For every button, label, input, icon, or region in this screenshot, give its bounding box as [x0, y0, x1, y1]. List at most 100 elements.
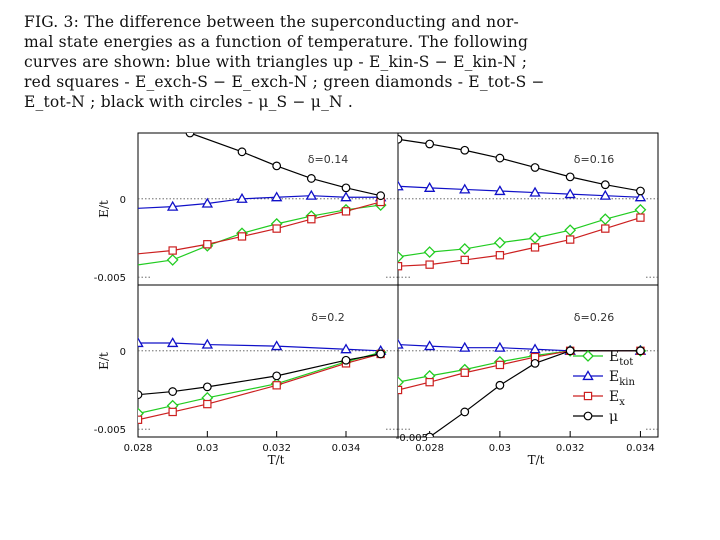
- data-point-e-tot: [398, 376, 404, 389]
- data-point-mu: [376, 349, 386, 359]
- data-point-mu: [398, 134, 403, 144]
- panel-top-left: 0 -0.005 E/t δ=0.14: [94, 132, 399, 286]
- y-axis-label: E/t: [97, 200, 111, 218]
- data-point-e-x: [636, 213, 645, 222]
- data-point-e-kin: [599, 189, 612, 200]
- data-point-e-tot: [458, 243, 471, 255]
- data-point-e-x: [203, 399, 212, 409]
- data-point-e-x: [341, 207, 351, 216]
- data-point-e-kin: [494, 341, 506, 352]
- data-point-e-tot: [166, 254, 179, 266]
- caption-line: curves are shown: blue with triangles up…: [24, 53, 528, 71]
- data-point-e-x: [530, 243, 540, 252]
- series-line-e-tot: [398, 209, 641, 258]
- caption-line: E_tot-N ; black with circles - μ_S − μ_N…: [24, 93, 354, 111]
- caption-line: red squares - E_exch-S − E_exch-N ; gree…: [24, 73, 545, 91]
- series-line-mu: [398, 138, 641, 192]
- data-point-mu: [495, 153, 505, 163]
- data-point-mu: [272, 161, 282, 171]
- series-line-mu: [189, 133, 381, 197]
- data-point-mu: [495, 380, 505, 390]
- data-point-e-kin: [423, 340, 436, 351]
- data-point-mu: [425, 432, 435, 437]
- data-point-e-tot: [423, 246, 436, 259]
- data-point-e-x: [425, 377, 434, 387]
- series-line-e-kin: [398, 185, 641, 198]
- data-point-e-x: [168, 407, 177, 417]
- data-point-mu: [202, 382, 212, 392]
- series-group: [398, 338, 647, 437]
- data-point-e-kin: [564, 188, 576, 199]
- legend-marker: [583, 391, 593, 401]
- legend-marker: [582, 350, 594, 362]
- xtick-label: 0.03: [489, 443, 511, 454]
- data-point-e-x: [398, 261, 403, 271]
- data-point-mu: [237, 147, 247, 157]
- data-point-mu: [272, 371, 282, 381]
- panel-top-right: δ=0.16: [397, 132, 659, 286]
- data-point-mu: [530, 358, 540, 368]
- data-point-e-x: [565, 235, 575, 244]
- x-axis-label: T/t: [528, 453, 545, 467]
- data-point-e-kin: [494, 185, 506, 196]
- data-point-e-kin: [423, 181, 436, 192]
- data-point-e-x: [272, 381, 281, 390]
- data-point-e-kin: [529, 186, 541, 197]
- xtick-label: 0.034: [332, 443, 361, 454]
- data-point-e-kin: [201, 197, 214, 208]
- y-axis-label: E/t: [97, 352, 111, 370]
- data-point-mu: [341, 183, 351, 193]
- data-point-e-x: [398, 385, 403, 395]
- data-point-e-kin: [340, 343, 352, 354]
- data-point-e-tot: [599, 213, 612, 226]
- legend-label: Ekin: [609, 369, 635, 388]
- series-group: [398, 134, 647, 271]
- series-line-e-x: [398, 217, 641, 267]
- xtick-label: 0.028: [415, 443, 444, 454]
- data-point-e-x: [495, 360, 505, 370]
- series-line-e-x: [138, 201, 381, 255]
- data-point-e-kin: [201, 338, 214, 349]
- data-point-e-kin: [459, 183, 471, 194]
- xtick-label: 0.03: [196, 443, 218, 454]
- data-point-e-kin: [398, 338, 404, 349]
- data-point-e-kin: [459, 341, 471, 352]
- ytick-label: 0: [120, 347, 126, 358]
- ytick-label: -0.005: [94, 425, 126, 436]
- data-point-mu: [341, 355, 351, 365]
- series-line-e-kin: [138, 342, 381, 352]
- series-line-e-tot: [398, 350, 641, 383]
- data-point-mu: [460, 407, 470, 417]
- panel-frame: [397, 284, 659, 438]
- data-point-mu: [425, 139, 435, 149]
- panel-delta-label: δ=0.2: [311, 311, 344, 324]
- data-point-e-kin: [166, 337, 179, 348]
- data-point-e-kin: [138, 337, 144, 348]
- data-point-e-x: [168, 246, 177, 255]
- data-point-e-kin: [270, 340, 283, 351]
- legend-label: Ex: [609, 389, 625, 408]
- panel-delta-label: δ=0.16: [574, 153, 614, 166]
- legend-marker: [582, 370, 594, 381]
- series-group: [138, 133, 387, 266]
- data-point-e-kin: [305, 189, 318, 200]
- legend-marker: [583, 411, 593, 421]
- data-point-mu: [185, 133, 195, 138]
- data-point-e-x: [460, 255, 469, 265]
- data-point-mu: [376, 191, 386, 201]
- data-point-mu: [530, 163, 540, 172]
- data-point-e-tot: [529, 232, 541, 244]
- data-point-e-x: [425, 260, 434, 269]
- data-point-mu: [565, 346, 575, 356]
- data-point-mu: [636, 186, 645, 196]
- data-point-e-x: [307, 214, 316, 224]
- legend-label: Etot: [609, 349, 633, 368]
- figure-caption: FIG. 3: The difference between the super…: [24, 12, 696, 112]
- ytick-label: 0: [120, 195, 126, 206]
- data-point-e-tot: [398, 250, 404, 263]
- data-point-e-x: [601, 224, 610, 233]
- x-axis-label: T/t: [268, 453, 285, 467]
- ytick-label: -0.005: [396, 433, 428, 444]
- data-point-mu: [600, 180, 610, 190]
